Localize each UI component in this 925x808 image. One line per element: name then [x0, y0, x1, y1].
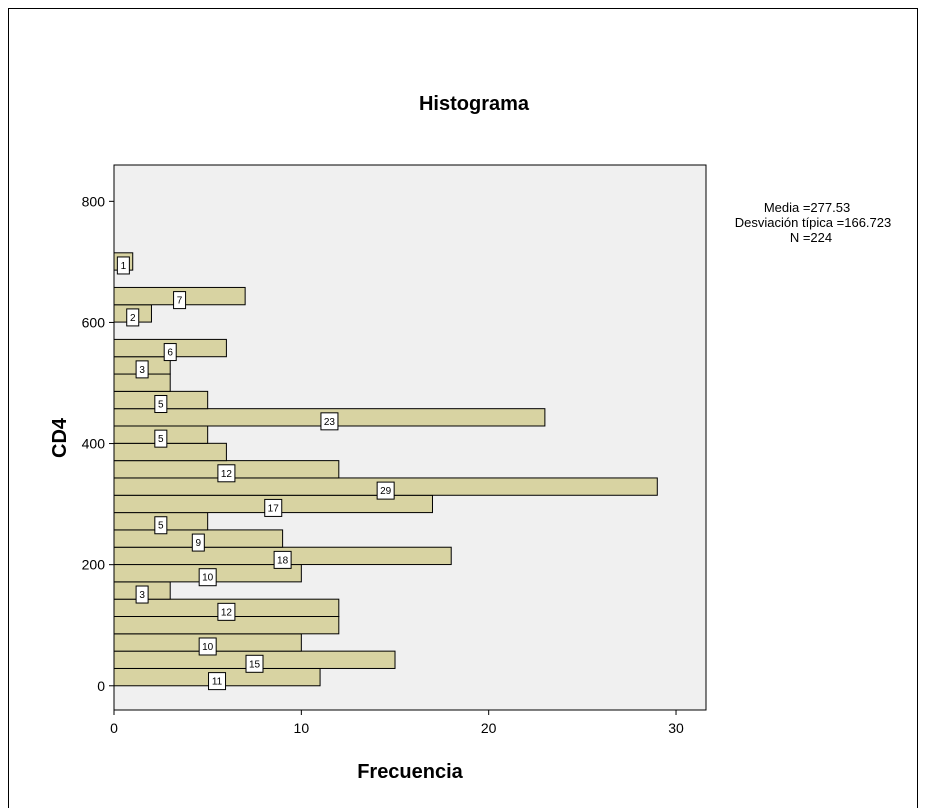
data-label: 15: [249, 659, 261, 670]
data-label: 23: [324, 417, 336, 428]
data-label-box: [208, 672, 227, 691]
data-label-box: [264, 498, 283, 517]
x-axis: 0 10 20 30: [110, 710, 684, 736]
data-label-box: [273, 550, 292, 569]
x-tick-label: 10: [294, 720, 310, 736]
data-label: 29: [380, 486, 392, 497]
data-label: 17: [268, 503, 280, 514]
y-axis: 0 200 400 600 800: [82, 193, 114, 694]
x-tick-label: 0: [110, 720, 118, 736]
data-label: 18: [277, 555, 289, 566]
chart-frame: [8, 8, 918, 808]
data-label: 12: [221, 469, 233, 480]
data-label-box: [154, 395, 168, 414]
data-label: 5: [158, 521, 164, 532]
data-label-box: [245, 654, 264, 673]
data-label-box: [320, 412, 339, 431]
data-label: 3: [139, 590, 145, 601]
data-label-box: [198, 568, 217, 587]
data-label: 5: [158, 434, 164, 445]
data-label: 1: [121, 261, 127, 272]
data-label: 5: [158, 400, 164, 411]
data-label-box: [116, 256, 130, 275]
data-label-box: [135, 585, 149, 604]
data-label-box: [173, 291, 187, 310]
data-label: 10: [202, 573, 214, 584]
x-tick-label: 30: [668, 720, 684, 736]
data-label-box: [198, 637, 217, 656]
stats-box: Media =277.53 Desviación típica =166.723…: [735, 200, 891, 245]
y-tick-label: 800: [82, 193, 106, 209]
data-label-box: [217, 602, 236, 621]
stats-n: N =224: [790, 230, 832, 245]
data-label: 2: [130, 313, 136, 324]
data-label-box: [135, 360, 149, 379]
data-label: 12: [221, 607, 233, 618]
chart-title: Histograma: [419, 93, 530, 115]
y-tick-label: 600: [82, 314, 106, 330]
histogram-bar: [113, 442, 227, 462]
data-label-box: [163, 343, 177, 362]
y-axis-title: CD4: [49, 417, 71, 458]
data-label: 6: [167, 348, 173, 359]
data-label-box: [217, 464, 236, 483]
stats-desviacion: Desviación típica =166.723: [735, 215, 891, 230]
data-label: 7: [177, 296, 183, 307]
data-label: 3: [139, 365, 145, 376]
data-label: 9: [196, 538, 202, 549]
data-label: 10: [202, 642, 214, 653]
x-tick-label: 20: [481, 720, 497, 736]
data-label-box: [376, 481, 395, 500]
data-labels-layer: 11 15 10 12 3 10 18 9 5 17 29 12 5 23 5 3 6 2 7 1: [116, 256, 395, 691]
data-label: 11: [212, 677, 223, 688]
stats-media: Media =277.53: [764, 200, 850, 215]
y-tick-label: 200: [82, 557, 106, 573]
data-label-box: [154, 516, 168, 535]
data-label-box: [191, 533, 205, 552]
y-tick-label: 400: [82, 436, 106, 452]
x-axis-title: Frecuencia: [357, 761, 463, 783]
data-label-box: [126, 308, 140, 327]
y-tick-label: 0: [97, 678, 105, 694]
data-label-box: [154, 429, 168, 448]
